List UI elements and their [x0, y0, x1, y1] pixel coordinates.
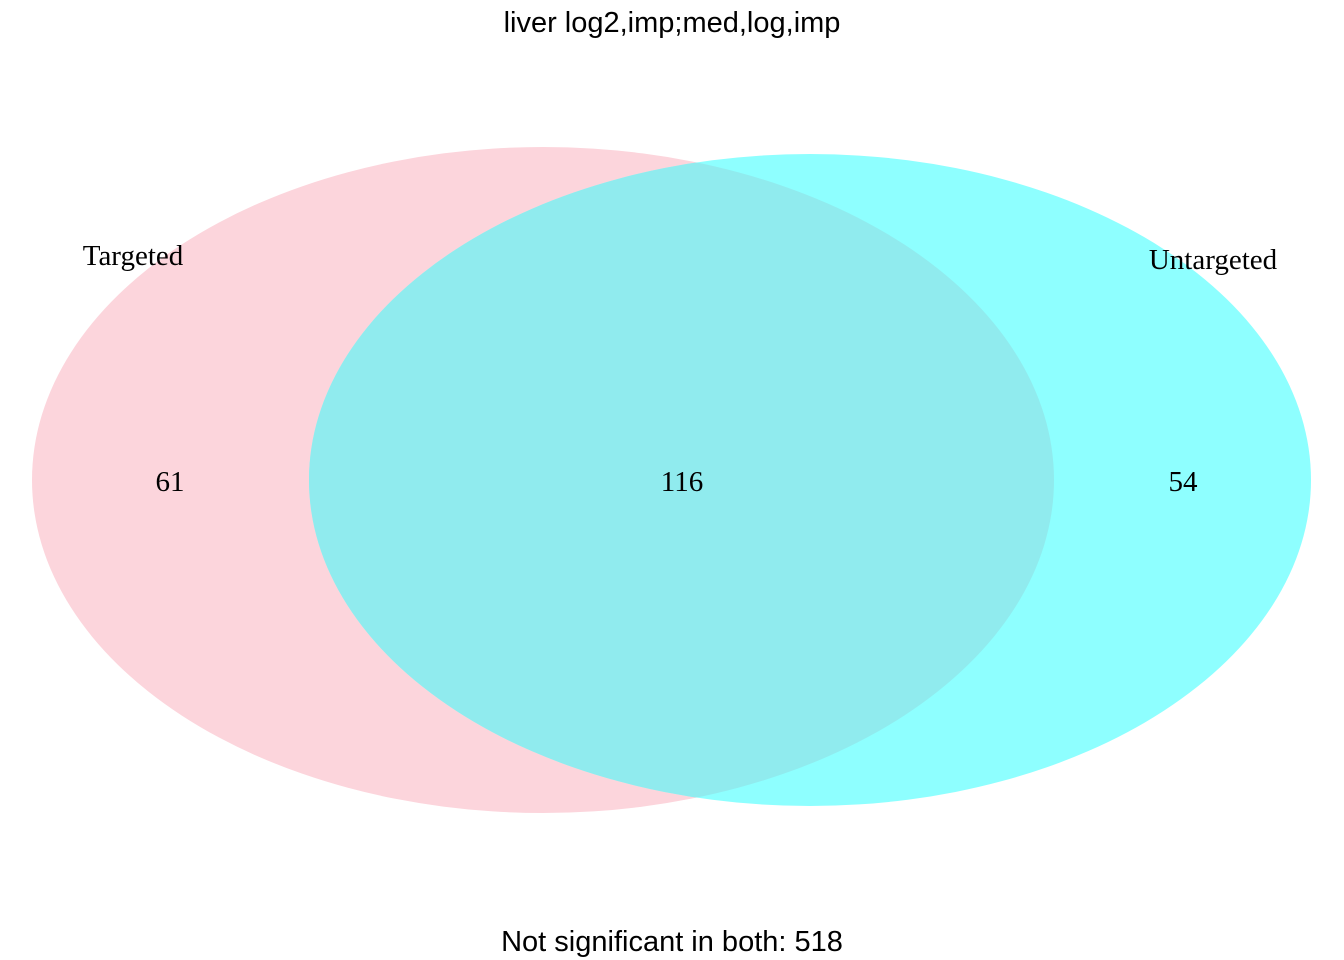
untargeted-set-label: Untargeted	[1149, 244, 1278, 276]
targeted-set-label: Targeted	[83, 240, 184, 272]
diagram-title: liver log2,imp;med,log,imp	[504, 7, 841, 39]
targeted-only-count: 61	[156, 466, 185, 498]
not-significant-note: Not significant in both: 518	[501, 926, 843, 958]
untargeted-only-count: 54	[1169, 466, 1199, 498]
overlap-region	[309, 154, 1054, 806]
overlap-count: 116	[661, 466, 703, 498]
